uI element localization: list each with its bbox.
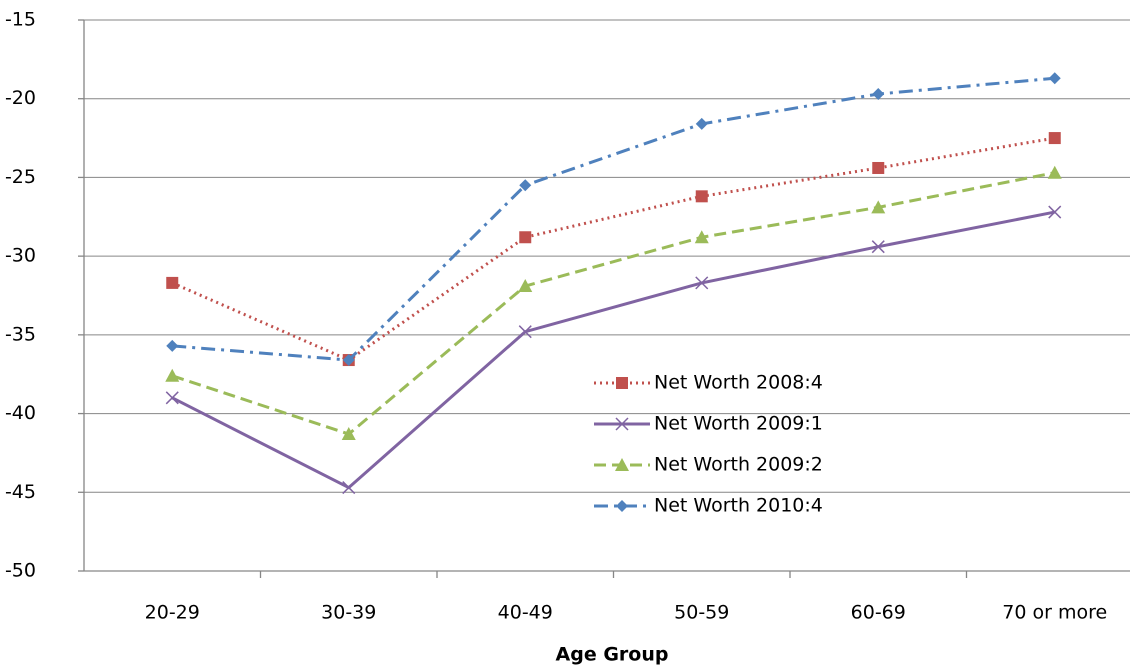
x-tick-label: 20-29 [145,602,200,624]
marker [519,179,532,192]
y-tick-label: -35 [5,323,36,345]
marker [695,190,708,203]
x-tick-label: 60-69 [851,602,906,624]
y-tick-label: -25 [5,166,36,188]
y-tick-label: -30 [5,245,36,267]
marker [166,276,179,289]
x-tick-label: 30-39 [321,602,376,624]
marker [871,240,885,254]
marker [1047,165,1062,179]
legend-label: Net Worth 2009:2 [654,454,823,476]
legend-label: Net Worth 2010:4 [654,495,823,517]
series-line [171,136,1056,362]
marker [695,117,708,130]
series-line [171,171,1056,436]
marker [519,231,532,244]
legend-marker [616,500,628,512]
marker [518,279,533,293]
x-axis-title: Age Group [556,644,669,666]
marker [1048,132,1061,145]
legend-label: Net Worth 2009:1 [654,413,823,435]
y-tick-label: -20 [5,87,36,109]
marker [1048,205,1062,219]
x-tick-label: 50-59 [674,602,729,624]
marker [1048,72,1061,85]
marker [165,368,180,382]
marker [695,276,709,290]
marker [342,481,356,495]
series-line [171,210,1056,490]
y-tick-label: -15 [5,9,36,31]
marker [872,161,885,174]
legend-label: Net Worth 2008:4 [654,372,823,394]
marker [518,325,532,339]
marker [342,354,355,367]
x-tick-label: 70 or more [1002,602,1107,624]
marker [694,230,709,244]
legend-marker [616,377,628,389]
marker [166,339,179,352]
y-tick-label: -50 [5,560,36,582]
series-line [172,76,1055,362]
x-tick-label: 40-49 [498,602,553,624]
legend-marker [615,458,629,471]
marker [165,391,179,405]
marker [871,200,886,214]
y-tick-label: -40 [5,402,36,424]
marker [341,427,356,441]
y-tick-label: -45 [5,481,36,503]
legend-marker [615,417,629,431]
marker [872,87,885,100]
